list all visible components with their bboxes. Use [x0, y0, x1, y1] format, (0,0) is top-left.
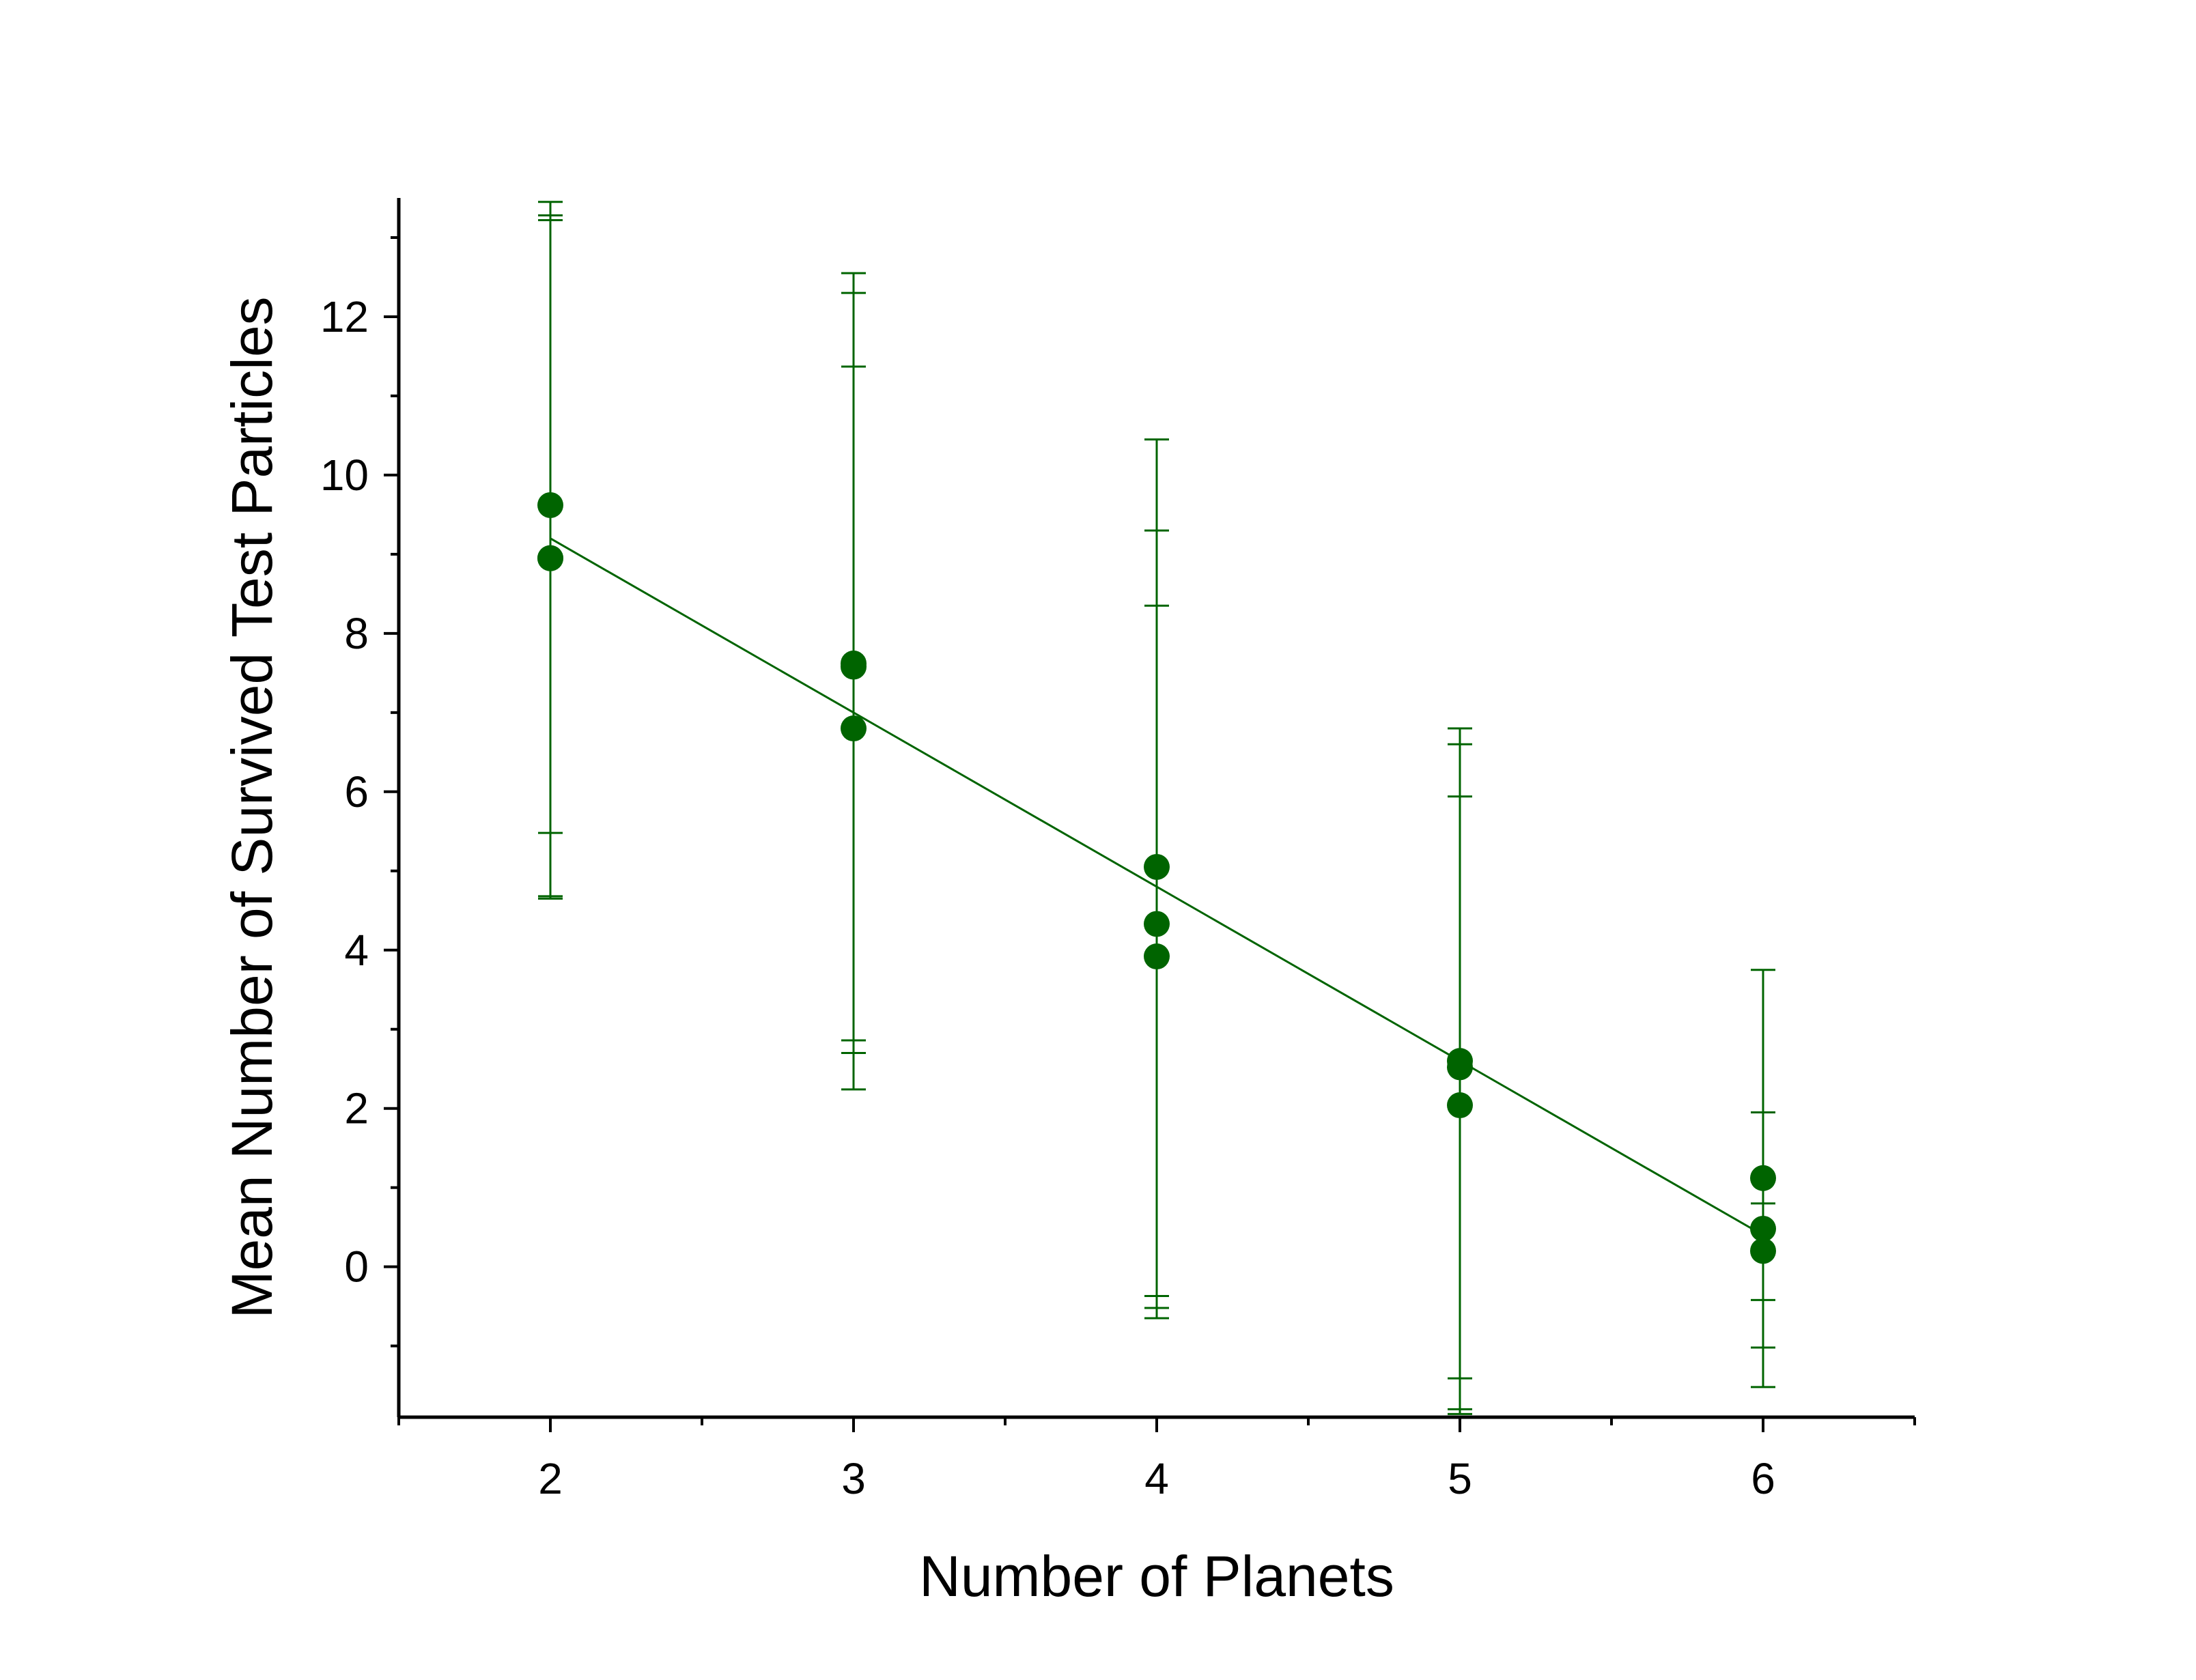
data-point — [1750, 1238, 1776, 1264]
data-point — [1750, 1215, 1776, 1242]
x-tick-label: 5 — [1448, 1454, 1472, 1503]
data-point — [841, 653, 867, 680]
y-tick-label: 6 — [344, 767, 369, 816]
data-point — [537, 492, 563, 518]
y-tick-label: 0 — [344, 1242, 369, 1292]
x-ticks: 2 3 4 5 6 — [397, 1417, 1916, 1503]
data-point — [1144, 943, 1170, 970]
x-tick-label: 2 — [538, 1454, 563, 1503]
y-tick-label: 4 — [344, 926, 369, 975]
y-axis-title: Mean Number of Survived Test Particles — [220, 296, 284, 1318]
data-point — [1447, 1054, 1473, 1081]
y-tick-label: 10 — [320, 451, 369, 500]
data-point — [1447, 1092, 1473, 1119]
data-point — [537, 545, 563, 571]
x-tick-label: 4 — [1144, 1454, 1169, 1503]
y-tick-label: 2 — [344, 1084, 369, 1133]
data-point — [841, 715, 867, 742]
y-ticks: 0 2 4 6 8 10 12 — [320, 236, 399, 1348]
data-point — [1144, 853, 1170, 880]
axes: 0 2 4 6 8 10 12 2 3 4 5 6 — [320, 198, 1916, 1503]
y-tick-label: 12 — [320, 292, 369, 341]
y-tick-label: 8 — [344, 609, 369, 658]
x-tick-label: 3 — [841, 1454, 866, 1503]
data-point — [1144, 911, 1170, 937]
x-tick-label: 6 — [1751, 1454, 1775, 1503]
plot-marks — [537, 201, 1776, 1415]
x-axis-title: Number of Planets — [919, 1544, 1394, 1608]
data-point — [1750, 1165, 1776, 1191]
